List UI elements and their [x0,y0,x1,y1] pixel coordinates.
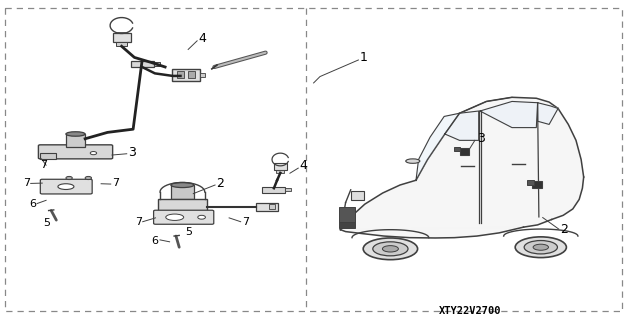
Bar [262,187,285,193]
Bar [339,222,355,228]
Text: 3: 3 [128,146,136,159]
Text: 7: 7 [112,178,119,189]
Circle shape [90,152,97,155]
Ellipse shape [524,241,557,254]
Bar [269,204,275,209]
Ellipse shape [171,182,194,188]
Bar [200,73,205,77]
Polygon shape [416,113,460,180]
Ellipse shape [372,242,408,256]
FancyBboxPatch shape [154,210,214,224]
Text: 1: 1 [360,51,367,64]
Bar [158,199,207,211]
Bar [172,69,200,81]
Ellipse shape [515,237,566,258]
Text: 7: 7 [242,217,249,227]
Text: 3: 3 [477,132,484,145]
Bar [274,163,287,170]
Text: 7: 7 [23,178,30,189]
Text: 7: 7 [40,160,47,170]
Polygon shape [340,97,584,238]
Bar [40,153,56,159]
Bar [532,181,542,188]
Circle shape [66,176,72,180]
FancyBboxPatch shape [40,179,92,194]
Ellipse shape [58,184,74,189]
Ellipse shape [406,159,420,163]
Bar [66,134,85,147]
FancyBboxPatch shape [38,145,113,159]
Text: 6: 6 [29,199,36,209]
Polygon shape [445,111,479,140]
Bar [177,71,184,78]
Bar [339,207,355,222]
Bar [116,42,127,46]
Bar [460,148,469,155]
Ellipse shape [166,214,184,220]
Text: 5: 5 [186,227,192,237]
Ellipse shape [383,246,398,252]
Bar [113,33,131,42]
Ellipse shape [533,244,548,250]
Text: 7: 7 [135,217,142,227]
Polygon shape [480,101,538,128]
Bar [285,188,291,191]
Bar [154,62,160,66]
Bar [131,61,154,67]
Bar [351,191,364,200]
Bar [256,203,278,211]
Bar [454,147,460,151]
Bar [171,185,194,199]
Polygon shape [538,103,558,124]
Text: 6: 6 [152,236,159,246]
Text: XTY22V2700: XTY22V2700 [439,306,502,315]
Ellipse shape [364,238,417,260]
Circle shape [198,215,205,219]
Ellipse shape [66,132,85,136]
Bar [188,71,195,78]
Bar [276,170,284,173]
Text: 4: 4 [300,160,307,172]
Bar [527,180,534,185]
Text: 5: 5 [44,218,51,228]
Circle shape [85,176,92,180]
Text: 4: 4 [198,32,206,45]
Text: 2: 2 [560,223,568,235]
Text: 2: 2 [216,177,224,190]
